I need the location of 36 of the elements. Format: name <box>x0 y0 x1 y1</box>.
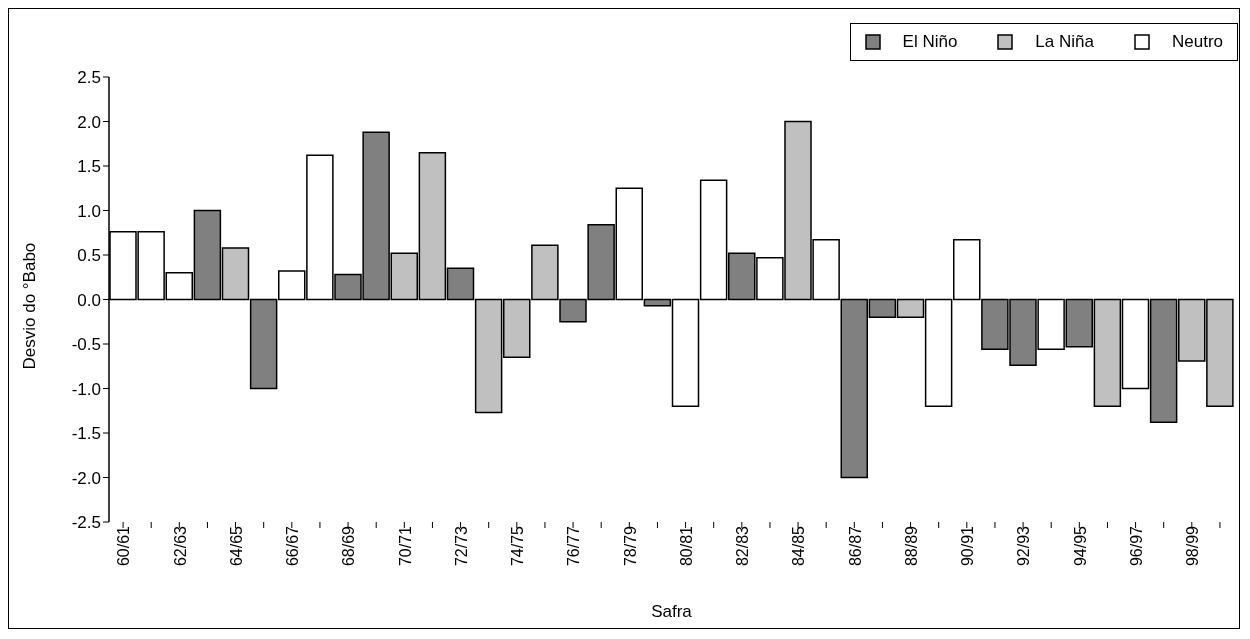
y-tick-label: 2.0 <box>77 112 101 132</box>
y-tick-label: 2.5 <box>77 68 101 88</box>
y-tick-label: 0.5 <box>77 246 101 266</box>
x-tick-label: 98/99 <box>1184 525 1202 567</box>
x-tick-label: 74/75 <box>509 525 527 567</box>
x-tick-label: 62/63 <box>171 525 189 567</box>
y-tick-label: -2.0 <box>71 468 101 488</box>
x-tick-label: 80/81 <box>677 525 695 567</box>
x-tick-label: 70/71 <box>396 525 414 567</box>
y-tick-label: -0.5 <box>71 335 101 355</box>
y-tick-label: 1.0 <box>77 201 101 221</box>
legend-label: La Niña <box>1035 32 1094 52</box>
x-tick-label: 82/83 <box>734 525 752 567</box>
y-tick-label: 0.0 <box>77 290 101 310</box>
y-tick-label: 1.5 <box>77 157 101 177</box>
x-tick-label: 60/61 <box>115 525 133 567</box>
x-tick-label: 68/69 <box>340 525 358 567</box>
x-axis-title: Safra <box>651 602 693 621</box>
x-tick-label: 66/67 <box>284 525 302 567</box>
x-tick-label: 84/85 <box>790 525 808 567</box>
x-tick-label: 76/77 <box>565 525 583 567</box>
x-tick-label: 96/97 <box>1127 525 1145 567</box>
x-tick-label: 64/65 <box>227 525 245 567</box>
legend-label: El Niño <box>902 32 958 52</box>
y-tick-label: -1.0 <box>71 379 101 399</box>
y-tick-label: -2.5 <box>71 513 101 533</box>
x-tick-label: 88/89 <box>902 525 920 567</box>
x-tick-label: 78/79 <box>621 525 639 567</box>
x-tick-label: 86/87 <box>846 525 864 567</box>
x-tick-label: 72/73 <box>452 525 470 567</box>
legend-label: Neutro <box>1171 32 1223 52</box>
y-tick-label: -1.5 <box>71 424 101 444</box>
y-axis-title: Desvio do °Babo <box>20 242 40 370</box>
x-tick-label: 90/91 <box>959 525 977 567</box>
x-tick-label: 94/95 <box>1071 525 1089 567</box>
x-tick-label: 92/93 <box>1015 525 1033 567</box>
